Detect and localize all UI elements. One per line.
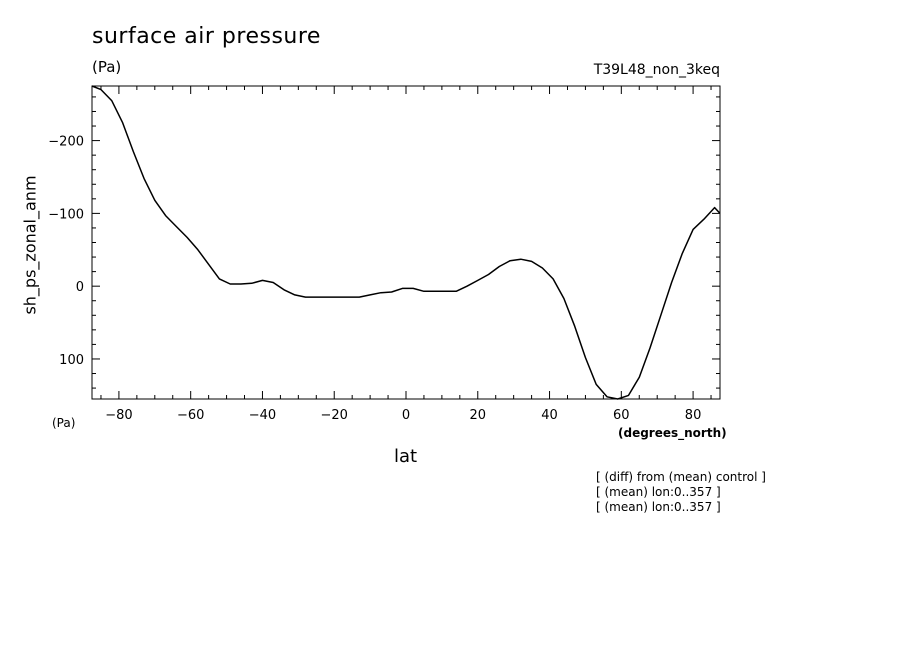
x-tick-label: 0: [402, 408, 410, 423]
chart-title: surface air pressure: [92, 24, 321, 49]
y-tick-label: 100: [59, 353, 84, 368]
series-line: [91, 85, 721, 400]
note-line: [ (mean) lon:0..357 ]: [596, 485, 721, 499]
x-tick-label: 60: [613, 408, 630, 423]
note-line: [ (diff) from (mean) control ]: [596, 470, 766, 484]
x-axis-unit: (degrees_north): [618, 426, 727, 440]
y-axis-unit: (Pa): [52, 416, 76, 430]
data-series: [91, 85, 721, 400]
chart-units: (Pa): [92, 58, 122, 76]
x-tick-label: 20: [469, 408, 486, 423]
x-tick-label: −20: [321, 408, 348, 423]
plot-frame: [91, 85, 721, 400]
axis-ticks: [92, 86, 720, 399]
x-tick-label: −60: [177, 408, 204, 423]
y-tick-label: 0: [76, 280, 84, 295]
x-tick-label: −40: [249, 408, 276, 423]
x-tick-label: 80: [685, 408, 702, 423]
annotation-notes: [ (diff) from (mean) control ] [ (mean) …: [596, 470, 766, 515]
y-tick-label: −200: [48, 135, 84, 150]
y-axis-label: sh_ps_zonal_anm: [20, 175, 40, 315]
x-tick-label: −80: [105, 408, 132, 423]
x-tick-label: 40: [541, 408, 558, 423]
y-tick-label: −100: [48, 207, 84, 222]
note-line: [ (mean) lon:0..357 ]: [596, 500, 721, 514]
run-id-label: T39L48_non_3keq: [593, 62, 720, 78]
x-axis-label: lat: [394, 446, 418, 467]
